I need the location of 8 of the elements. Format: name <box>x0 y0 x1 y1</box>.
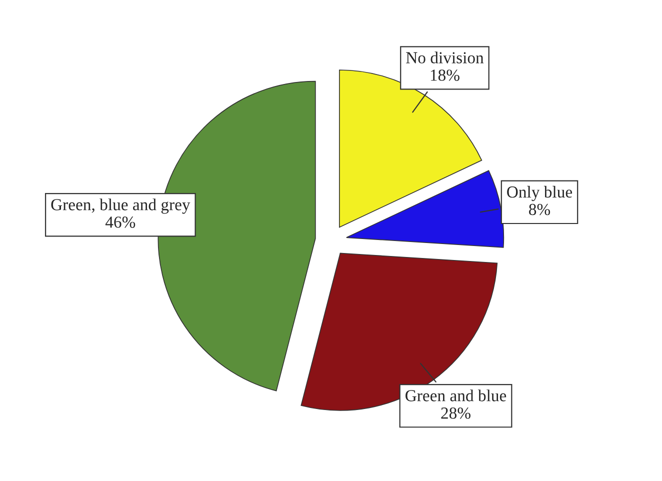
data-label: 46% <box>105 216 136 228</box>
slice-label: No division <box>406 52 484 64</box>
slice-label: Only blue <box>507 186 572 202</box>
data-label: 18% <box>430 70 460 81</box>
data-label: 28% <box>441 407 470 419</box>
slice-label: Green and blue <box>406 390 506 402</box>
data-label: 8% <box>529 204 550 216</box>
slice-label: Green, blue and grey <box>51 198 190 214</box>
